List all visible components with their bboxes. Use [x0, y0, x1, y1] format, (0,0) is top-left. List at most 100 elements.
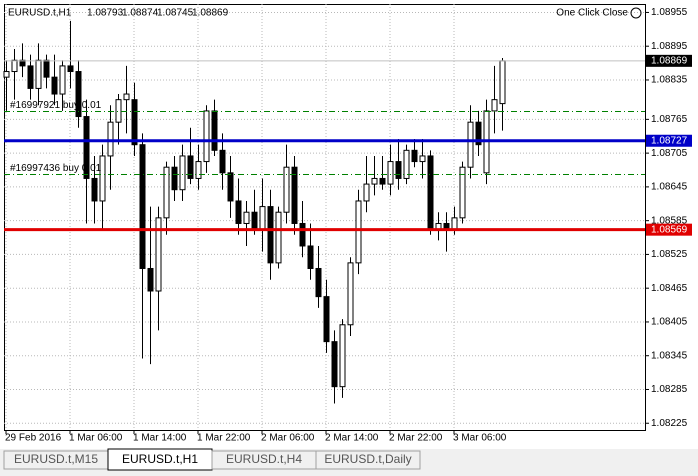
candle-body [219, 149, 226, 174]
y-tick-label: 1.08765 [651, 114, 688, 125]
candle-body [251, 211, 258, 230]
ohlc-low: 1.08745 [157, 8, 194, 19]
x-tick-label: 1 Mar 22:00 [197, 433, 251, 444]
candle-body [203, 110, 210, 163]
candle-body [419, 155, 426, 163]
tab-label[interactable]: EURUSD.t,M15 [14, 452, 98, 466]
candle-body [171, 166, 178, 191]
candle-body [275, 211, 282, 264]
candle-body [115, 99, 122, 123]
tab[interactable] [315, 450, 421, 470]
y-tick-label: 1.08285 [651, 384, 688, 395]
x-tick-label: 3 Mar 06:00 [453, 433, 507, 444]
candle-body [147, 267, 154, 292]
tabs: EURUSD.t,M15 EURUSD.t,H1 EURUSD.t,H4 EURUSD… [3, 448, 421, 471]
plot-frame [4, 4, 646, 431]
candle-body [243, 211, 250, 224]
candle-body [291, 166, 298, 224]
candle-body [59, 65, 66, 95]
price-label: 1.08727 [651, 135, 688, 146]
candle-body [403, 149, 410, 179]
candle-body [299, 222, 306, 247]
candle-body [187, 155, 194, 179]
x-tick-label: 29 Feb 2016 [5, 433, 62, 444]
y-tick-label: 1.08585 [651, 215, 688, 226]
x-tick-label: 1 Mar 06:00 [69, 433, 123, 444]
price-box [646, 223, 692, 236]
candle-body [75, 71, 82, 118]
y-tick-label: 1.08465 [651, 283, 688, 294]
candle-body [283, 166, 290, 213]
candle-body [27, 65, 34, 89]
candle-body [19, 59, 26, 67]
candle-body [427, 155, 434, 230]
candle-body [451, 217, 458, 230]
candle-body [155, 217, 162, 292]
y-tick-label: 1.08525 [651, 249, 688, 260]
candle-body [235, 200, 242, 224]
x-tick-label: 2 Mar 06:00 [261, 433, 315, 444]
candle-body [67, 65, 74, 73]
candle-body [315, 267, 322, 298]
candle-body [307, 245, 314, 269]
x-tick-label: 2 Mar 22:00 [389, 433, 443, 444]
candle-body [355, 200, 362, 264]
y-tick-label: 1.08345 [651, 350, 688, 361]
ohlc-high: 1.08874 [122, 8, 159, 19]
tab-label[interactable]: EURUSD.t,H4 [226, 452, 302, 466]
tab-label[interactable]: EURUSD.t,Daily [324, 452, 411, 466]
overlays: 1.08869 #16997921 buy 0.01 #16997436 buy 0… [4, 54, 692, 236]
candle-body [3, 71, 10, 78]
price-box [646, 134, 692, 147]
candle-body [179, 155, 186, 191]
ohlc-close: 1.08869 [192, 8, 229, 19]
symbol-title: EURUSD.t,H1 [8, 8, 72, 19]
ohlc-open: 1.08793 [87, 8, 124, 19]
one-click-close[interactable]: One Click Close [556, 8, 628, 19]
candle-body [123, 93, 130, 101]
candle-body [211, 110, 218, 151]
candle-body [363, 183, 370, 202]
candle-body [43, 59, 50, 78]
candle-body [99, 155, 106, 202]
candle-body [371, 177, 378, 185]
candle-body [475, 121, 482, 146]
y-tick-label: 1.08835 [651, 75, 688, 86]
candle-body [331, 341, 338, 388]
candle-body [83, 116, 90, 179]
x-tick-label: 2 Mar 14:00 [325, 433, 379, 444]
y-tick-label: 1.08225 [651, 418, 688, 429]
y-tick-label: 1.08645 [651, 182, 688, 193]
candle-body [347, 262, 354, 326]
close-icon[interactable] [630, 7, 642, 19]
candle-body [259, 206, 266, 230]
y-tick-label: 1.08955 [651, 7, 688, 18]
price-label: 1.08569 [651, 224, 688, 235]
current-price-label: 1.08869 [651, 55, 688, 66]
y-tick-label: 1.08895 [651, 41, 688, 52]
candle-body [395, 161, 402, 179]
candle-body [379, 177, 386, 185]
candle-body [323, 296, 330, 343]
grid [4, 4, 645, 430]
candle-body [107, 121, 114, 157]
x-tick-label: 1 Mar 14:00 [133, 433, 187, 444]
candle-body [491, 99, 498, 112]
candle-body [411, 149, 418, 163]
candle-body [11, 59, 18, 73]
current-price-box [646, 54, 692, 67]
tab-label[interactable]: EURUSD.t,H1 [122, 452, 198, 466]
candle-body [267, 206, 274, 264]
candle-body [195, 161, 202, 179]
candle-body [131, 99, 138, 146]
candle-body [227, 172, 234, 202]
candle-body [459, 166, 466, 219]
y-tick-label: 1.08705 [651, 148, 688, 159]
candle-body [387, 161, 394, 185]
candle-body [467, 121, 474, 168]
candle-body [163, 166, 170, 219]
candle-body [35, 59, 42, 89]
